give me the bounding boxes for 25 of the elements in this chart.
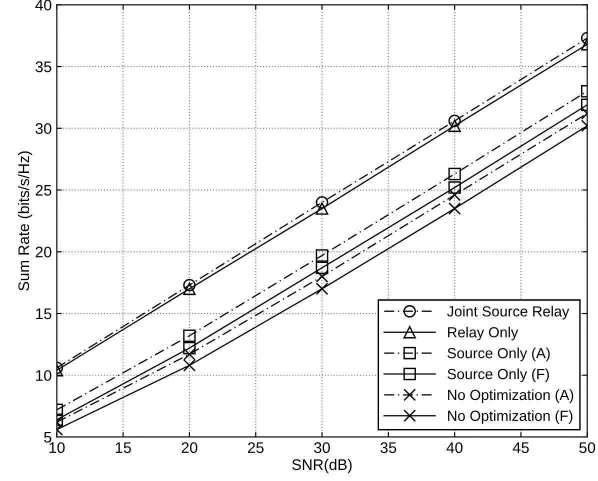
- legend-label: Source Only (F): [448, 368, 549, 382]
- legend-label: No Optimization (A): [448, 389, 574, 403]
- legend-label: Relay Only: [448, 326, 518, 340]
- y-axis-title: Sum Rate (bits/s/Hz): [18, 151, 32, 291]
- x-tick-label: 40: [446, 442, 463, 454]
- x-tick-label: 10: [49, 442, 65, 454]
- x-axis-title: SNR(dB): [292, 458, 352, 474]
- x-tick-label: 25: [248, 442, 264, 454]
- x-tick-label: 30: [314, 442, 330, 454]
- x-tick-label: 15: [116, 442, 131, 454]
- x-tick-label: 20: [182, 442, 198, 454]
- y-tick-label: 15: [36, 308, 52, 320]
- y-tick-label: 5: [44, 432, 52, 443]
- y-tick-label: 40: [35, 0, 52, 10]
- legend-label: Source Only (A): [448, 348, 550, 362]
- y-tick-label: 10: [36, 370, 52, 381]
- legend-label: Joint Source Relay: [447, 306, 570, 320]
- y-tick-label: 35: [36, 61, 52, 72]
- x-tick-label: 35: [380, 442, 396, 454]
- y-tick-label: 20: [36, 246, 52, 258]
- y-tick-label: 30: [36, 123, 52, 134]
- y-tick-label: 25: [36, 184, 52, 196]
- x-tick-label: 50: [579, 442, 596, 454]
- x-tick-label: 45: [512, 442, 529, 454]
- legend-label: No Optimization (F): [448, 410, 572, 424]
